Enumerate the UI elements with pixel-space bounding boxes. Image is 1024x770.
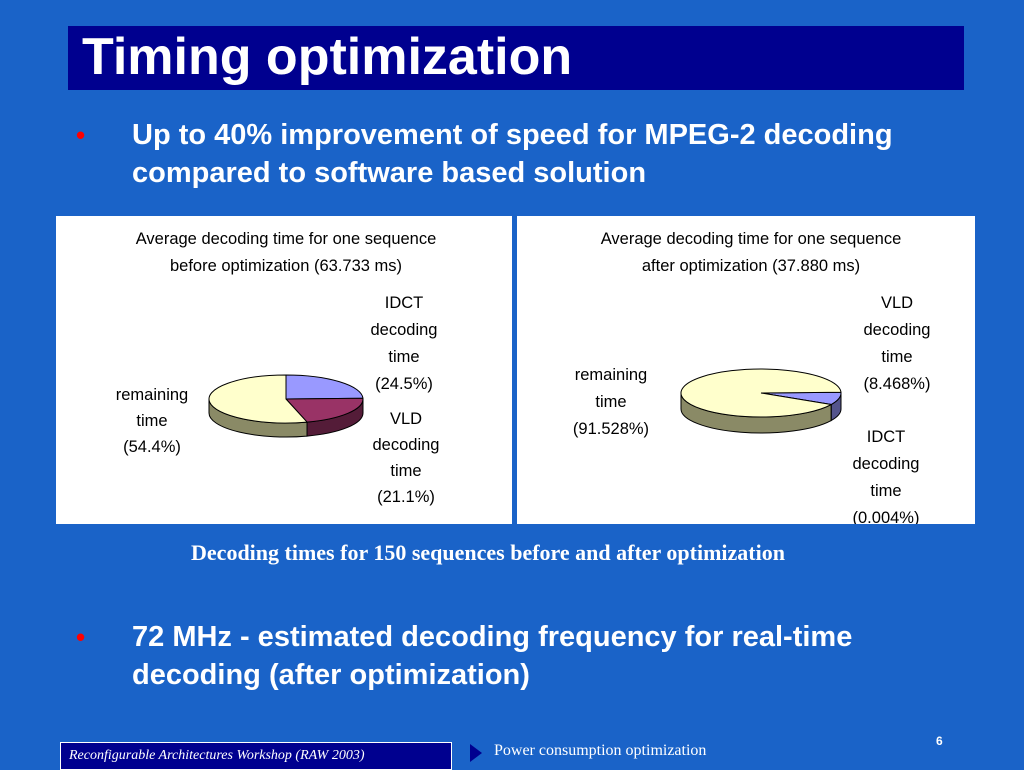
slice-label-remaining: time [136,412,167,430]
chart-panel-after: Average decoding time for one sequence af… [517,216,975,524]
slice-label-vld: decoding [864,321,931,339]
chart-panel-before: Average decoding time for one sequence be… [56,216,512,524]
chart-title-line: after optimization (37.880 ms) [642,257,860,275]
chart-title-line: Average decoding time for one sequence [601,230,902,248]
slice-label-vld: time [390,462,421,480]
bullet-text: Up to 40% improvement of speed for MPEG-… [132,116,932,192]
slice-label-vld: time [881,348,912,366]
page-number: 6 [936,734,943,748]
slice-label-vld: (8.468%) [864,375,931,393]
slice-label-vld: VLD [881,294,913,312]
next-arrow-icon[interactable] [470,744,482,762]
pie-slice-idct [286,375,363,399]
slice-label-idct: time [870,482,901,500]
slice-label-idct: (24.5%) [375,375,433,393]
slice-label-idct: decoding [853,455,920,473]
figure-caption: Decoding times for 150 sequences before … [0,538,1000,568]
slice-label-idct: (0.004%) [853,509,920,524]
title-bar: Timing optimization [68,26,964,90]
footer-workshop: Reconfigurable Architectures Workshop (R… [60,742,452,770]
next-slide-link[interactable]: Power consumption optimization [494,742,706,760]
pie-chart-before: Average decoding time for one sequence be… [56,216,512,524]
slice-label-remaining: (54.4%) [123,438,181,456]
bullet-text: 72 MHz - estimated decoding frequency fo… [132,618,932,694]
pie-chart-after: Average decoding time for one sequence af… [517,216,975,524]
slice-label-idct: decoding [371,321,438,339]
slice-label-idct: IDCT [385,294,424,312]
chart-title-line: before optimization (63.733 ms) [170,257,402,275]
slice-label-remaining: time [595,393,626,411]
slice-label-vld: (21.1%) [377,488,435,506]
slice-label-vld: VLD [390,410,422,428]
slice-label-idct: IDCT [867,428,906,446]
bullet-dot: • [76,116,85,154]
footer-text: Reconfigurable Architectures Workshop (R… [69,748,365,764]
slice-label-vld: decoding [373,436,440,454]
bullet-dot: • [76,618,85,656]
chart-title-line: Average decoding time for one sequence [136,230,437,248]
slice-label-remaining: remaining [116,386,188,404]
slice-label-remaining: remaining [575,366,647,384]
slide-title: Timing optimization [82,28,572,86]
slice-label-idct: time [388,348,419,366]
slice-label-remaining: (91.528%) [573,420,649,438]
